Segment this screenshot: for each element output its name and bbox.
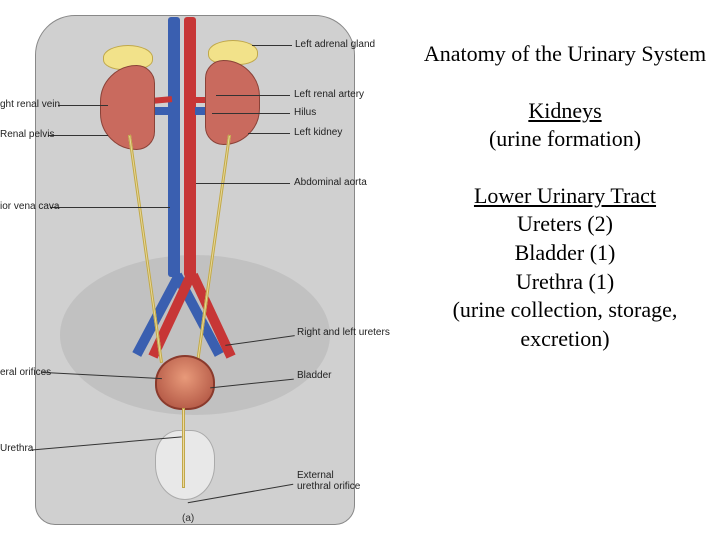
label-ureteral-orifices: eral orifices	[0, 367, 51, 378]
label-ureters: Right and left ureters	[297, 327, 390, 338]
leader-line	[212, 113, 290, 114]
label-abdominal-aorta: Abdominal aorta	[294, 177, 367, 188]
leader-line	[252, 45, 292, 46]
label-left-renal-artery: Left renal artery	[294, 89, 364, 100]
kidneys-section: Kidneys (urine formation)	[420, 97, 710, 154]
abdominal-aorta	[184, 17, 196, 277]
leader-line	[48, 135, 108, 136]
leader-line	[216, 95, 290, 96]
urethra	[182, 408, 185, 488]
lower-item-1: Bladder (1)	[420, 239, 710, 268]
leader-line	[196, 183, 290, 184]
page-title: Anatomy of the Urinary System	[420, 40, 710, 69]
leader-line	[58, 105, 108, 106]
inferior-vena-cava	[168, 17, 180, 277]
kidneys-detail: (urine formation)	[420, 125, 710, 154]
label-left-adrenal: Left adrenal gland	[295, 39, 375, 50]
lower-item-0: Ureters (2)	[420, 210, 710, 239]
lower-tract-heading: Lower Urinary Tract	[420, 182, 710, 211]
leader-line	[50, 207, 170, 208]
label-right-renal-vein: ght renal vein	[0, 99, 60, 110]
leader-line	[248, 133, 290, 134]
lower-item-2: Urethra (1)	[420, 268, 710, 297]
label-external-urethral-orifice: External urethral orifice	[297, 470, 360, 492]
label-left-kidney: Left kidney	[294, 127, 342, 138]
text-panel: Anatomy of the Urinary System Kidneys (u…	[420, 40, 710, 353]
lower-tract-detail: (urine collection, storage, excretion)	[420, 296, 710, 353]
external-genitalia	[155, 430, 215, 500]
bladder	[155, 355, 215, 410]
kidneys-heading: Kidneys	[420, 97, 710, 126]
label-renal-pelvis: Renal pelvis	[0, 129, 54, 140]
lower-tract-section: Lower Urinary Tract Ureters (2) Bladder …	[420, 182, 710, 354]
anatomy-diagram: Left adrenal gland Left renal artery Hil…	[0, 5, 400, 535]
label-bladder: Bladder	[297, 370, 331, 381]
label-hilus: Hilus	[294, 107, 316, 118]
label-urethra: Urethra	[0, 443, 33, 454]
figure-caption: (a)	[182, 513, 194, 524]
label-vena-cava: ior vena cava	[0, 201, 59, 212]
